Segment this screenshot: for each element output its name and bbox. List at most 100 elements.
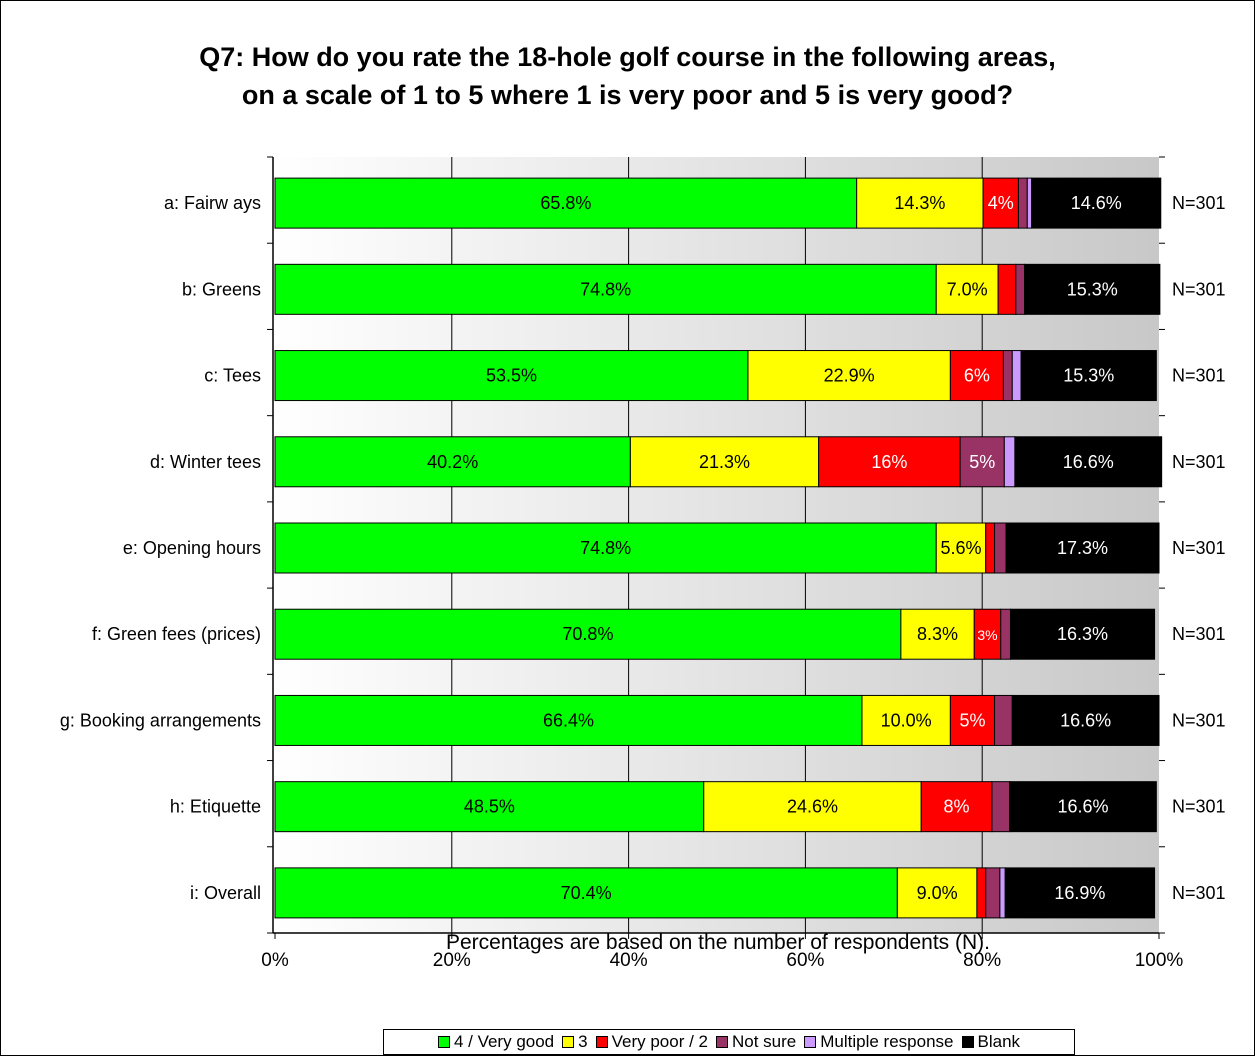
data-label: 16% [871,452,907,472]
data-label: 14.3% [894,193,945,213]
bar-segment [1014,436,1163,488]
bar-segment [1000,608,1011,660]
data-label: 16.9% [1054,883,1105,903]
legend-swatch [961,1036,974,1048]
legend-label: 4 / Very good [453,1032,555,1051]
category-label: i: Overall [190,883,261,903]
bar-segment [896,867,978,919]
data-label: 53.5% [486,366,537,386]
bar-segment [982,177,1019,229]
x-tick-label: 20% [433,950,471,971]
data-label: 65.8% [540,193,591,213]
bar-segment [1017,177,1028,229]
n-label: N=301 [1172,538,1226,558]
data-label: 8% [944,797,970,817]
legend-label: Blank [977,1032,1021,1051]
data-label: 9.0% [917,883,958,903]
bar-segment [994,694,1013,746]
axes: 0% 20% 40% 60% 80% 100% [261,156,1184,971]
category-label: c: Tees [204,366,261,386]
data-label: 3% [977,627,997,643]
category-label: d: Winter tees [150,452,261,472]
bar-segment [861,694,951,746]
bar-segment [999,867,1006,919]
x-axis-label: Percentages are based on the number of r… [446,931,990,954]
data-label: 5% [969,452,995,472]
n-label: N=301 [1172,366,1226,386]
legend-entry: 4 / Very good [437,1032,555,1052]
data-label: 15.3% [1067,279,1118,299]
data-label: 74.8% [580,538,631,558]
category-label: b: Greens [182,279,261,299]
category-label: a: Fairw ays [164,193,261,213]
data-label: 16.6% [1057,797,1108,817]
bar-segment [1003,436,1016,488]
bar-segment [274,177,858,229]
legend-entry: Blank [961,1032,1021,1052]
n-label: N=301 [1172,883,1226,903]
legend-swatch [437,1036,450,1048]
data-label: 5.6% [940,538,981,558]
bar-segment [1024,263,1161,315]
category-label: f: Green fees (prices) [92,624,261,644]
data-label: 5% [959,710,985,730]
bar-segment [1009,781,1157,833]
bar-segment [976,867,987,919]
bar-segment [274,694,863,746]
data-label: 7.0% [947,279,988,299]
bar-segment [1015,263,1026,315]
chart-title: Q7: How do you rate the 18-hole golf cou… [0,38,1255,114]
chart-title-line-2: on a scale of 1 to 5 where 1 is very poo… [241,80,1014,110]
bar-segment [1002,350,1013,402]
data-label: 48.5% [464,797,515,817]
bar-segment [1020,350,1157,402]
legend-label: 3 [578,1032,588,1051]
data-label: 22.9% [824,366,875,386]
data-label: 16.6% [1063,452,1114,472]
bar-segment [1009,608,1156,660]
x-tick-label: 60% [786,950,824,971]
bar-segment [985,522,996,574]
data-label: 6% [964,366,990,386]
bar-segment [274,350,749,402]
bar-segment [274,522,937,574]
bar-segment [747,350,951,402]
bar-segment [920,781,993,833]
legend-swatch [562,1036,575,1048]
legend-label: Very poor / 2 [611,1032,708,1051]
x-tick-label: 80% [963,950,1001,971]
bar-segment [900,608,975,660]
x-tick-label: 0% [261,950,289,971]
bar-segment [949,350,1004,402]
data-label: 8.3% [917,624,958,644]
bar-segment [959,436,1005,488]
legend-swatch [595,1036,608,1048]
bar-segment [997,263,1017,315]
legend-entry: Very poor / 2 [595,1032,708,1052]
legend-entry: 3 [562,1032,588,1052]
bar-segment [935,522,987,574]
data-label: 40.2% [427,452,478,472]
n-label: N=301 [1172,624,1226,644]
data-label: 10.0% [881,710,932,730]
legend-entry: Not sure [716,1032,796,1052]
legend-label: Not sure [732,1032,797,1051]
legend-label: Multiple response [820,1032,954,1051]
legend-swatch [804,1036,817,1048]
bar-segment [1004,867,1156,919]
data-label: 16.6% [1060,710,1111,730]
x-tick-label: 100% [1135,950,1184,971]
data-label: 14.6% [1071,193,1122,213]
bar-segment [991,781,1011,833]
data-label: 16.3% [1057,624,1108,644]
n-label: N=301 [1172,452,1226,472]
data-label: 17.3% [1057,538,1108,558]
bar-segment [629,436,820,488]
bar-segment [1031,177,1162,229]
data-label: 70.4% [561,883,612,903]
chart-title-line-1: Q7: How do you rate the 18-hole golf cou… [199,42,1056,72]
n-label: N=301 [1172,710,1226,730]
x-tick-label: 40% [610,950,648,971]
category-label: h: Etiquette [170,797,261,817]
bar-segment [1026,177,1033,229]
